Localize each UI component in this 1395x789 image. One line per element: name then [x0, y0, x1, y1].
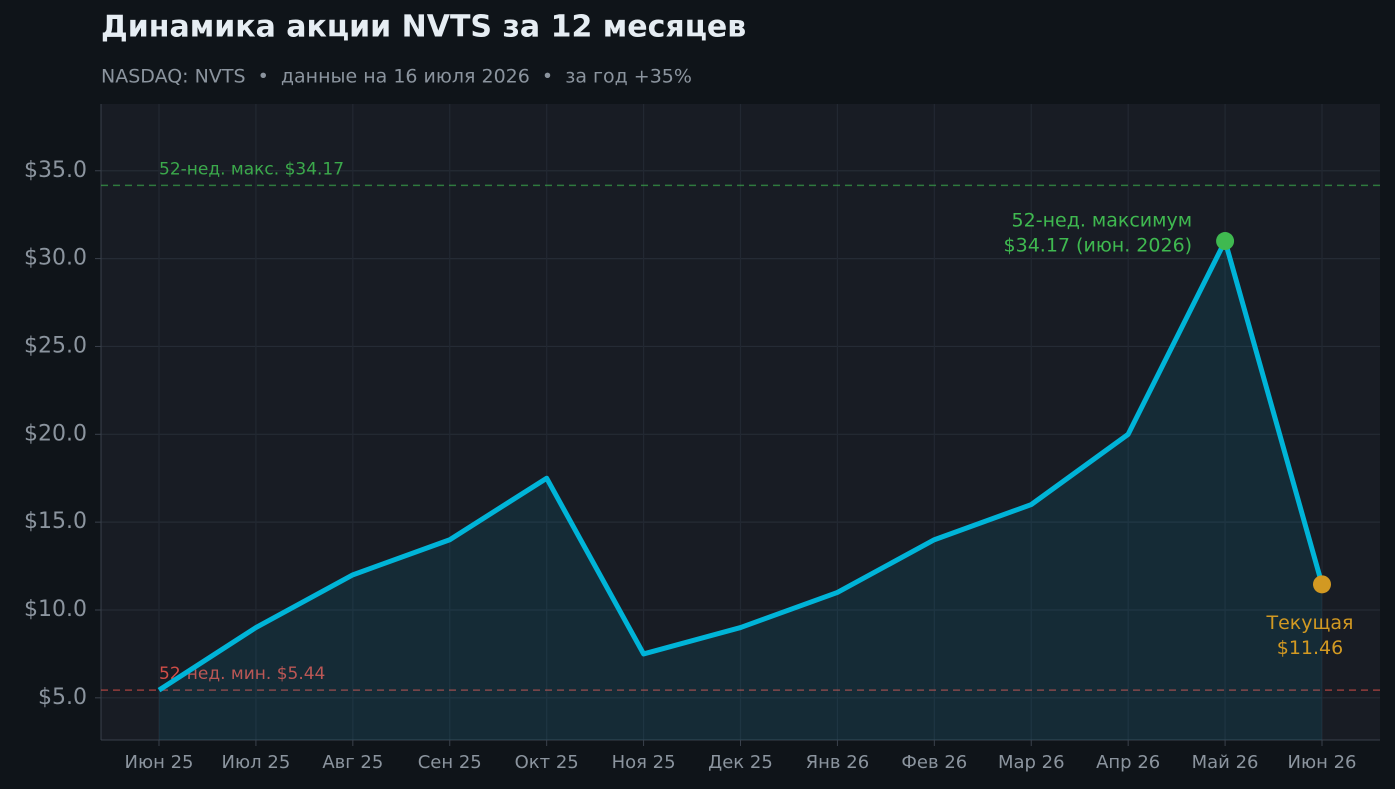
x-tick-label: Июн 26 — [1287, 752, 1356, 773]
y-tick-label: $35.0 — [24, 158, 87, 183]
highlight-label: 52-нед. максимум — [1012, 210, 1193, 232]
x-tick-label: Дек 25 — [708, 752, 773, 773]
area-fill — [159, 241, 1322, 740]
highlight-marker — [1313, 575, 1331, 594]
x-tick-label: Июн 25 — [124, 752, 193, 773]
y-tick-label: $10.0 — [24, 597, 87, 622]
x-tick-label: Авг 25 — [322, 752, 383, 773]
highlight-label: Текущая — [1266, 612, 1354, 634]
x-tick-label: Мар 26 — [998, 752, 1065, 773]
y-tick-label: $30.0 — [24, 246, 87, 271]
highlight-marker — [1216, 232, 1235, 251]
reference-label: 52-нед. мин. $5.44 — [159, 664, 325, 684]
x-tick-label: Апр 26 — [1096, 752, 1160, 773]
highlight-label: $34.17 (июн. 2026) — [1004, 235, 1193, 257]
y-tick-label: $15.0 — [24, 509, 87, 534]
x-tick-label: Окт 25 — [515, 752, 579, 773]
y-tick-label: $25.0 — [24, 333, 87, 358]
x-tick-label: Май 26 — [1192, 752, 1259, 773]
chart-title: Динамика акции NVTS за 12 месяцев — [101, 10, 746, 45]
line — [157, 238, 1325, 693]
chart-subtitle: NASDAQ: NVTS • данные на 16 июля 2026 • … — [101, 66, 692, 88]
reference-label: 52-нед. макс. $34.17 — [159, 159, 344, 179]
highlight-label: $11.46 — [1277, 637, 1343, 659]
x-tick-label: Сен 25 — [418, 752, 482, 773]
y-tick-label: $5.0 — [38, 685, 87, 710]
x-tick-label: Июл 25 — [222, 752, 291, 773]
x-tick-label: Фев 26 — [901, 752, 967, 773]
x-tick-label: Ноя 25 — [612, 752, 676, 773]
y-tick-label: $20.0 — [24, 421, 87, 446]
x-tick-label: Янв 26 — [806, 752, 870, 773]
